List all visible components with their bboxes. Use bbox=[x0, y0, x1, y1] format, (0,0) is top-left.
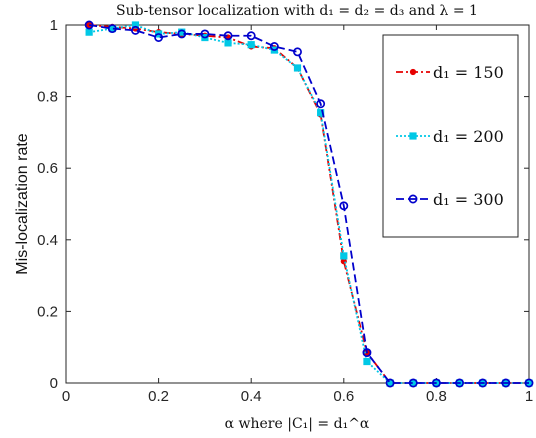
legend-entry: d₁ = 200 bbox=[396, 127, 504, 146]
data-point bbox=[293, 47, 302, 57]
legend-label: d₁ = 150 bbox=[433, 63, 504, 82]
y-tick-label: 0.6 bbox=[37, 160, 58, 177]
data-point bbox=[340, 252, 348, 260]
data-point bbox=[107, 24, 117, 34]
data-point bbox=[317, 109, 325, 117]
data-point bbox=[501, 378, 511, 388]
data-point bbox=[130, 25, 140, 35]
data-point bbox=[362, 348, 372, 358]
y-tick-label: 1 bbox=[50, 17, 58, 34]
data-point bbox=[247, 41, 255, 49]
x-axis-label: α where |C₁| = d₁^α bbox=[225, 416, 370, 432]
legend-entry: d₁ = 300 bbox=[396, 190, 504, 209]
data-point bbox=[84, 20, 94, 30]
data-point bbox=[131, 21, 140, 29]
plot-frame bbox=[65, 24, 530, 384]
x-tick-label: 0.8 bbox=[426, 388, 447, 405]
data-point bbox=[246, 31, 256, 41]
data-point bbox=[293, 64, 302, 72]
y-axis-ticks: 0 0.2 0.4 0.6 0.8 1 bbox=[37, 17, 529, 392]
data-point bbox=[85, 28, 93, 36]
y-tick-label: 0.4 bbox=[37, 232, 58, 249]
data-point bbox=[478, 378, 488, 388]
x-tick-label: 0 bbox=[62, 388, 70, 405]
legend-marker bbox=[409, 68, 417, 76]
legend-marker bbox=[408, 194, 418, 204]
data-point bbox=[177, 29, 187, 39]
legend-label: d₁ = 300 bbox=[433, 190, 504, 209]
data-point bbox=[269, 42, 279, 51]
data-point bbox=[223, 31, 233, 41]
y-tick-label: 0.8 bbox=[37, 89, 58, 106]
series-layer bbox=[84, 20, 534, 388]
plot-area: 0 0.2 0.4 0.6 0.8 1 0 0.2 0.4 0.6 0.8 1 bbox=[37, 17, 534, 405]
x-tick-label: 0.6 bbox=[333, 388, 354, 405]
data-point bbox=[408, 378, 418, 388]
x-tick-label: 0.2 bbox=[148, 388, 169, 405]
legend: d₁ = 150 d₁ = 200 d₁ = 300 bbox=[382, 34, 519, 238]
x-tick-label: 0.4 bbox=[241, 388, 262, 405]
legend-entry: d₁ = 150 bbox=[396, 63, 504, 82]
chart-title: Sub-tensor localization with d₁ = d₂ = d… bbox=[116, 3, 478, 19]
legend-entries: d₁ = 150 d₁ = 200 d₁ = 300 bbox=[396, 63, 504, 209]
x-tick-label: 1 bbox=[525, 388, 533, 405]
legend-label: d₁ = 200 bbox=[433, 127, 504, 146]
data-point bbox=[339, 201, 349, 211]
data-point bbox=[363, 357, 371, 366]
y-tick-label: 0.2 bbox=[37, 303, 58, 320]
data-point bbox=[200, 29, 210, 39]
legend-marker bbox=[409, 132, 417, 140]
x-axis-ticks: 0 0.2 0.4 0.6 0.8 1 bbox=[62, 25, 533, 405]
data-point bbox=[154, 33, 164, 42]
data-point bbox=[455, 378, 464, 388]
data-point bbox=[316, 99, 326, 109]
series-2 bbox=[84, 20, 534, 388]
data-point bbox=[431, 378, 441, 388]
y-tick-label: 0 bbox=[50, 375, 58, 392]
data-point bbox=[524, 378, 534, 388]
data-point bbox=[224, 39, 232, 47]
data-point bbox=[385, 378, 395, 388]
y-axis-label: Mis-localization rate bbox=[14, 133, 31, 274]
